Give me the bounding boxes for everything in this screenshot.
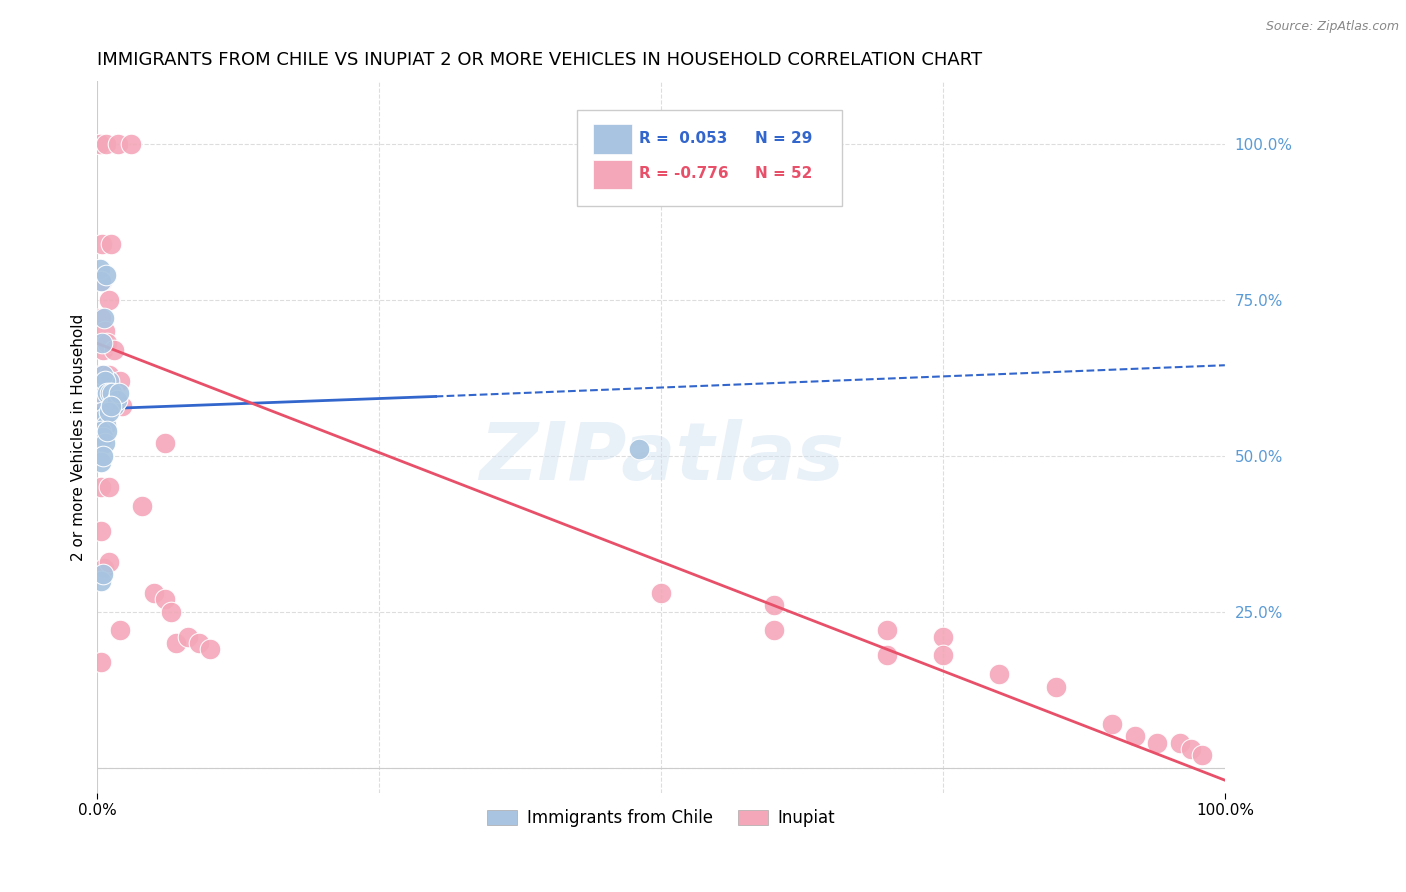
Point xyxy=(90,524,112,538)
Point xyxy=(932,630,955,644)
Point xyxy=(91,430,114,444)
Point xyxy=(627,442,650,457)
Point xyxy=(90,386,112,401)
Text: IMMIGRANTS FROM CHILE VS INUPIAT 2 OR MORE VEHICLES IN HOUSEHOLD CORRELATION CHA: IMMIGRANTS FROM CHILE VS INUPIAT 2 OR MO… xyxy=(97,51,983,69)
Point xyxy=(876,624,898,638)
Point xyxy=(96,268,118,282)
Point xyxy=(90,311,112,326)
Point xyxy=(108,374,131,388)
Point xyxy=(107,136,129,151)
Point xyxy=(120,136,142,151)
Point xyxy=(932,648,955,663)
Point xyxy=(90,405,112,419)
Point xyxy=(91,567,114,582)
Point xyxy=(153,592,176,607)
Point xyxy=(94,324,117,338)
Point xyxy=(165,636,187,650)
Point xyxy=(90,399,112,413)
FancyBboxPatch shape xyxy=(576,110,842,206)
Point xyxy=(90,455,112,469)
Point xyxy=(93,374,115,388)
Point xyxy=(90,236,112,251)
Point xyxy=(89,261,111,276)
Point xyxy=(762,624,785,638)
Point xyxy=(96,336,118,351)
Point xyxy=(91,449,114,463)
Point xyxy=(97,368,120,382)
Point xyxy=(96,386,118,401)
Point xyxy=(108,624,131,638)
Point xyxy=(94,374,117,388)
Point xyxy=(90,274,112,288)
Point xyxy=(97,405,120,419)
Point xyxy=(105,392,128,407)
Point xyxy=(91,368,114,382)
Point xyxy=(1101,717,1123,731)
Point xyxy=(101,386,124,401)
Point xyxy=(97,555,120,569)
Point xyxy=(93,411,115,425)
Point xyxy=(96,424,118,438)
Point xyxy=(94,436,117,450)
Point xyxy=(142,586,165,600)
Point xyxy=(1168,736,1191,750)
Point xyxy=(103,343,125,357)
Point xyxy=(176,630,198,644)
Point xyxy=(101,386,124,401)
Point xyxy=(90,368,112,382)
Point xyxy=(97,293,120,307)
Legend: Immigrants from Chile, Inupiat: Immigrants from Chile, Inupiat xyxy=(479,803,842,834)
Point xyxy=(90,336,112,351)
Point xyxy=(98,386,121,401)
Text: N = 52: N = 52 xyxy=(755,166,813,181)
Point xyxy=(1146,736,1168,750)
Point xyxy=(1180,742,1202,756)
Point xyxy=(1123,730,1146,744)
Text: ZIPatlas: ZIPatlas xyxy=(478,419,844,498)
Point xyxy=(90,274,112,288)
Point xyxy=(100,236,122,251)
Point xyxy=(988,667,1011,681)
FancyBboxPatch shape xyxy=(593,124,631,154)
Point xyxy=(159,605,181,619)
Point xyxy=(153,436,176,450)
Point xyxy=(111,399,134,413)
Point xyxy=(90,424,112,438)
Point xyxy=(876,648,898,663)
Text: Source: ZipAtlas.com: Source: ZipAtlas.com xyxy=(1265,20,1399,33)
Text: R =  0.053: R = 0.053 xyxy=(638,131,727,145)
Text: N = 29: N = 29 xyxy=(755,131,813,145)
Point xyxy=(1191,748,1213,763)
Point xyxy=(97,480,120,494)
Point xyxy=(131,499,153,513)
FancyBboxPatch shape xyxy=(593,160,631,189)
Point xyxy=(90,480,112,494)
Point xyxy=(1045,680,1067,694)
Point xyxy=(100,399,122,413)
Point xyxy=(96,136,118,151)
Point xyxy=(93,311,115,326)
Point xyxy=(97,374,120,388)
Point xyxy=(198,642,221,657)
Point xyxy=(96,417,118,432)
Point xyxy=(107,386,129,401)
Point xyxy=(96,386,118,401)
Point xyxy=(90,574,112,588)
Point xyxy=(762,599,785,613)
Text: R = -0.776: R = -0.776 xyxy=(638,166,728,181)
Point xyxy=(89,136,111,151)
Point xyxy=(650,586,672,600)
Y-axis label: 2 or more Vehicles in Household: 2 or more Vehicles in Household xyxy=(72,313,86,561)
Point xyxy=(93,561,115,575)
Point xyxy=(187,636,209,650)
Point xyxy=(91,343,114,357)
Point xyxy=(90,655,112,669)
Point xyxy=(103,399,125,413)
